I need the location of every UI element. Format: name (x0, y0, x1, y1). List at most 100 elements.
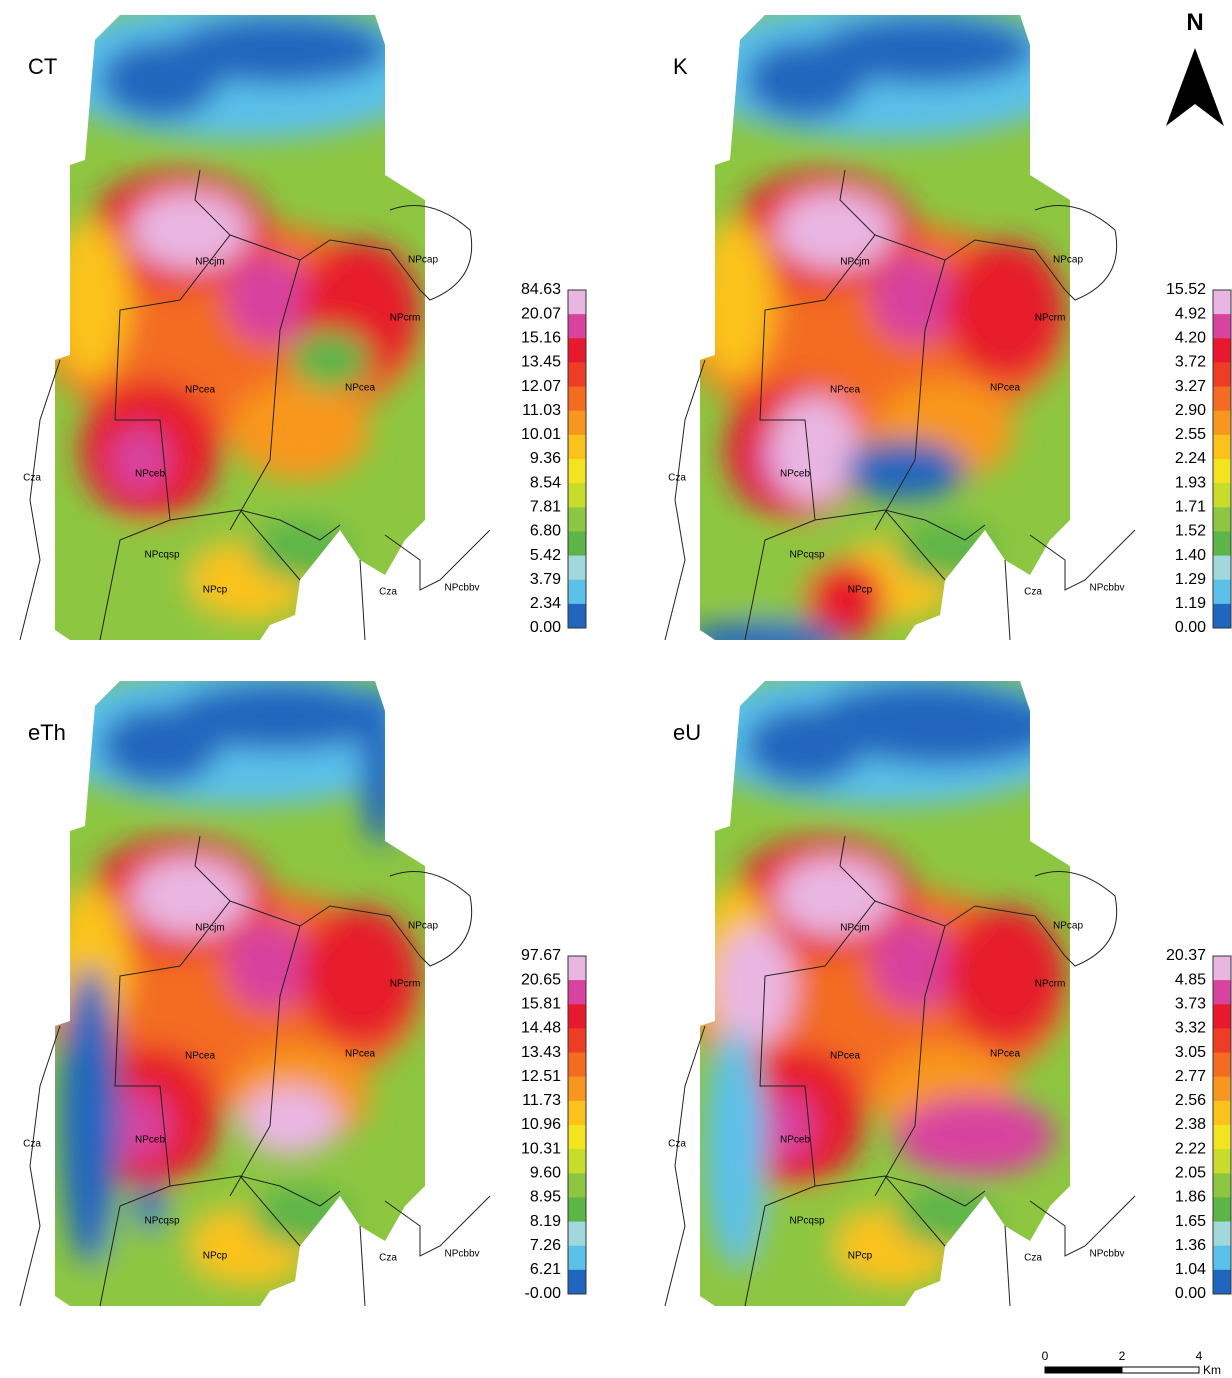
legend-label: 7.26 (530, 1237, 561, 1254)
heat-blobs (700, 681, 1070, 1296)
legend-swatch (1213, 338, 1231, 363)
heat-blob (825, 686, 1065, 766)
unit-label: Cza (23, 1139, 41, 1150)
legend-label: -0.00 (525, 1285, 562, 1302)
heat-blob (705, 1026, 765, 1266)
heat-blob (700, 220, 775, 380)
unit-label: NPcea (990, 383, 1020, 394)
unit-label: NPcea (830, 1051, 860, 1062)
legend-frame (1212, 289, 1232, 629)
legend-swatch (1213, 579, 1231, 605)
heat-blob (225, 921, 315, 1011)
heat-blob (170, 15, 390, 85)
legend-swatch (568, 1100, 586, 1126)
legend-swatch (568, 483, 586, 508)
heat-blob (100, 40, 220, 120)
unit-label: NPcbbv (444, 583, 479, 594)
legend-label: 5.42 (530, 547, 561, 564)
heat-blob (130, 190, 250, 270)
legend-swatch (1213, 980, 1231, 1005)
geology-outline (19, 835, 491, 1307)
unit-label: Cza (379, 587, 397, 598)
map-panel: CT NPcjm NPcap NPcrm NPcea NPcea Cza NPceb NPcqs… (19, 15, 587, 641)
unit-label: NPcp (848, 585, 873, 596)
legend-label: 15.52 (1166, 281, 1206, 298)
unit-label: NPceb (780, 1135, 810, 1146)
legend-label: 2.22 (1175, 1140, 1206, 1157)
heat-blob (130, 856, 250, 936)
legend-swatch (568, 434, 586, 460)
legend-label: 12.07 (521, 378, 561, 395)
legend-swatch (568, 362, 586, 388)
geology-outline (19, 169, 491, 641)
legend-label: 13.45 (521, 354, 561, 371)
unit-label: NPcap (408, 921, 438, 932)
unit-label: NPcjm (840, 257, 869, 268)
legend-label: 2.38 (1175, 1116, 1206, 1133)
heat-blob (770, 395, 860, 505)
legend-label: 1.36 (1175, 1237, 1206, 1254)
heat-blob (775, 856, 895, 936)
heat-blob (845, 440, 965, 500)
unit-label: NPcbbv (444, 1249, 479, 1260)
legend-swatch (1213, 459, 1231, 484)
legend-swatch (568, 507, 586, 532)
heat-map (55, 681, 425, 1306)
legend-swatch (568, 1173, 586, 1198)
heat-blob (80, 530, 240, 630)
legend-swatch (1213, 1149, 1231, 1174)
legend-swatch (1213, 386, 1231, 412)
heat-blob (700, 620, 845, 640)
legend-label: 15.81 (521, 996, 561, 1013)
unit-label: NPcrm (1035, 979, 1066, 990)
unit-label: NPcbbv (1089, 583, 1124, 594)
heat-blob (870, 255, 960, 345)
legend-label: 1.65 (1175, 1213, 1206, 1230)
legend-label: 8.95 (530, 1189, 561, 1206)
unit-label: NPcp (203, 585, 228, 596)
legend-swatch (1213, 1245, 1231, 1271)
heat-blob (290, 330, 370, 390)
heat-blob (55, 220, 130, 380)
unit-label: NPcbbv (1089, 1249, 1124, 1260)
geology-outline (664, 169, 1136, 641)
legend-label: 1.29 (1175, 571, 1206, 588)
heat-blob (895, 1096, 1055, 1176)
legend-swatch (568, 1052, 586, 1078)
legend-label: 3.79 (530, 571, 561, 588)
panel-title: CT (28, 54, 57, 79)
legend-swatch (568, 603, 586, 629)
heat-map (700, 681, 1070, 1306)
heat-blob (945, 240, 1065, 380)
heat-blob (60, 966, 120, 1266)
legend-label: 10.01 (521, 426, 561, 443)
heat-blob (80, 1196, 240, 1296)
legend-frame (567, 955, 587, 1295)
legend-swatch (568, 386, 586, 412)
legend-label: 11.73 (522, 1092, 561, 1109)
legend-swatch (568, 314, 586, 339)
legend-label: 0.00 (1175, 619, 1206, 636)
legend-swatch (1213, 362, 1231, 388)
unit-label: NPcp (848, 1251, 873, 1262)
legend-label: 84.63 (521, 281, 561, 298)
map-panel: K NPcjm NPcap NPcrm NPcea NPcea Cza NPceb NPcqsp… (664, 15, 1232, 641)
heat-blob (230, 380, 370, 480)
legend-label: 20.37 (1166, 947, 1206, 964)
legend-swatch (1213, 1269, 1231, 1295)
legend-label: 4.92 (1175, 305, 1206, 322)
heat-blob (715, 926, 795, 1046)
legend-label: 6.21 (530, 1261, 561, 1278)
legend-label: 11.03 (522, 402, 561, 419)
unit-label: NPcqsp (789, 1216, 824, 1227)
legend-label: 7.81 (530, 499, 561, 516)
legend-label: 4.20 (1175, 330, 1206, 347)
legend-swatch (1213, 1004, 1231, 1029)
legend-swatch (568, 410, 586, 436)
unit-label: NPcap (1053, 255, 1083, 266)
legend-label: 3.05 (1175, 1044, 1206, 1061)
legend-label: 9.60 (530, 1165, 561, 1182)
unit-label: NPcap (408, 255, 438, 266)
legend-label: 12.51 (521, 1068, 561, 1085)
